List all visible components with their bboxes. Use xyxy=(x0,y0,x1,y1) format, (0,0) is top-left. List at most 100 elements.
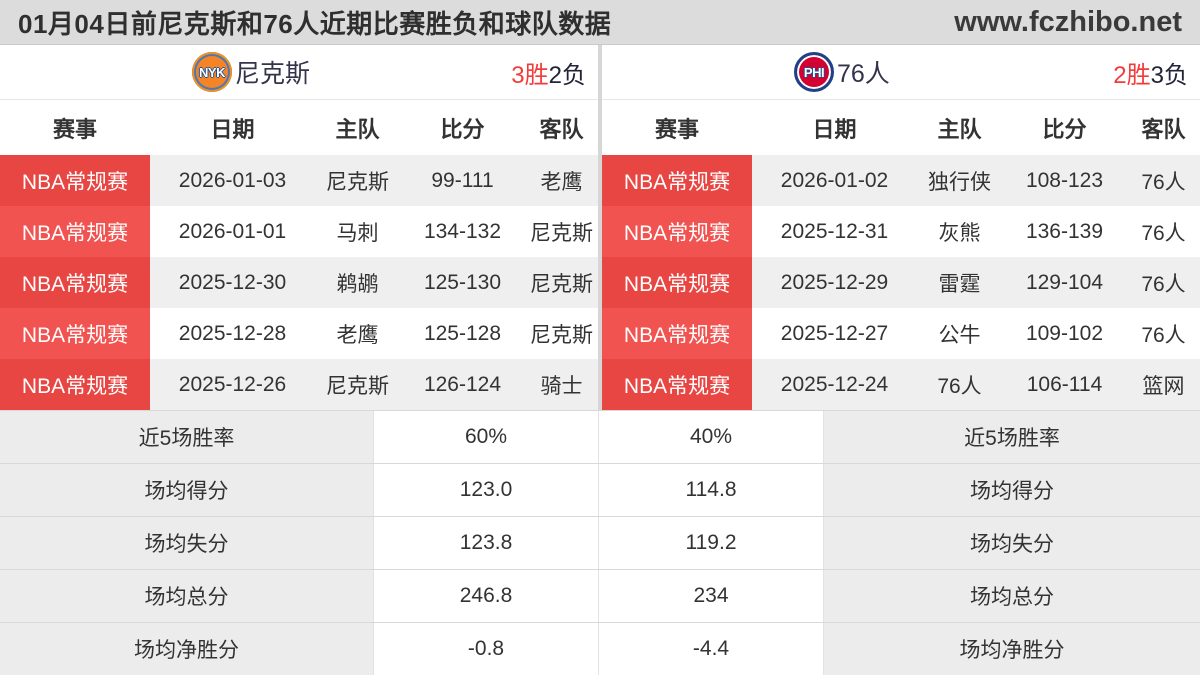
stat-label-right: 场均得分 xyxy=(824,464,1200,516)
home-team: 独行侠 xyxy=(928,170,991,194)
stat-value-76ers: 40% xyxy=(599,411,824,463)
match-date: 2025-12-24 xyxy=(780,372,889,396)
stat-value-knicks: 246.8 xyxy=(374,570,599,622)
match-date: 2025-12-26 xyxy=(178,372,287,396)
col-header-league: 赛事 xyxy=(52,116,97,142)
league-badge: NBA常规赛 xyxy=(602,155,752,206)
away-team: 尼克斯 xyxy=(530,272,593,296)
table-row: NBA常规赛 2025-12-31 灰熊 136-139 76人 xyxy=(602,206,1200,257)
table-row: NBA常规赛 2025-12-28 老鹰 125-128 尼克斯 xyxy=(0,308,598,359)
stat-label-left: 近5场胜率 xyxy=(0,411,374,463)
panel-knicks: NYK 尼克斯 3胜2负 赛事 日期 主队 比分 客队 NBA常规赛 2026-… xyxy=(0,45,598,410)
away-team: 76人 xyxy=(1141,272,1186,296)
stat-label-right: 场均总分 xyxy=(824,570,1200,622)
record-losses: 2负 xyxy=(548,61,586,89)
away-team: 老鹰 xyxy=(540,170,583,194)
page-title: 01月04日前尼克斯和76人近期比赛胜负和球队数据 xyxy=(18,8,612,39)
table-row: NBA常规赛 2026-01-03 尼克斯 99-111 老鹰 xyxy=(0,155,598,206)
table-row: NBA常规赛 2025-12-30 鹈鹕 125-130 尼克斯 xyxy=(0,257,598,308)
record-losses: 3负 xyxy=(1150,61,1188,89)
home-team: 雷霆 xyxy=(938,272,981,296)
league-badge: NBA常规赛 xyxy=(602,206,752,257)
match-date: 2026-01-01 xyxy=(178,219,287,243)
stat-value-76ers: 119.2 xyxy=(599,517,824,569)
match-date: 2025-12-27 xyxy=(780,321,889,345)
match-score: 134-132 xyxy=(423,219,502,243)
table-row: NBA常规赛 2025-12-24 76人 106-114 篮网 xyxy=(602,359,1200,410)
league-badge: NBA常规赛 xyxy=(0,308,150,359)
stat-value-knicks: 60% xyxy=(374,411,599,463)
col-header-score: 比分 xyxy=(1042,116,1087,142)
match-score: 106-114 xyxy=(1026,372,1103,396)
team-panels: NYK 尼克斯 3胜2负 赛事 日期 主队 比分 客队 NBA常规赛 2026-… xyxy=(0,45,1200,410)
team-header-76ers: PHI 76人 2胜3负 xyxy=(602,45,1200,100)
stat-label-left: 场均失分 xyxy=(0,517,374,569)
league-badge: NBA常规赛 xyxy=(602,257,752,308)
stat-value-knicks: -0.8 xyxy=(374,623,599,675)
record-wins: 2胜 xyxy=(1113,61,1151,89)
team-name: 76人 xyxy=(837,60,890,88)
league-badge: NBA常规赛 xyxy=(602,308,752,359)
stat-label-right: 场均净胜分 xyxy=(824,623,1200,675)
match-date: 2025-12-28 xyxy=(178,321,287,345)
away-team: 篮网 xyxy=(1142,374,1185,398)
col-header-home: 主队 xyxy=(937,116,982,142)
league-badge: NBA常规赛 xyxy=(0,155,150,206)
table-header: 赛事 日期 主队 比分 客队 xyxy=(602,100,1200,155)
team-record: 3胜2负 xyxy=(511,55,586,90)
table-row: NBA常规赛 2025-12-29 雷霆 129-104 76人 xyxy=(602,257,1200,308)
home-team: 尼克斯 xyxy=(326,374,389,398)
col-header-away: 客队 xyxy=(1141,116,1186,142)
team-record: 2胜3负 xyxy=(1113,55,1188,90)
stat-label-right: 近5场胜率 xyxy=(824,411,1200,463)
table-row: NBA常规赛 2025-12-27 公牛 109-102 76人 xyxy=(602,308,1200,359)
stat-row-avg-points-for: 场均得分 123.0 114.8 场均得分 xyxy=(0,463,1200,516)
stat-value-knicks: 123.0 xyxy=(374,464,599,516)
match-score: 129-104 xyxy=(1025,270,1104,294)
match-score: 109-102 xyxy=(1025,321,1104,345)
match-date: 2025-12-30 xyxy=(178,270,287,294)
title-bar: 01月04日前尼克斯和76人近期比赛胜负和球队数据 www.fczhibo.ne… xyxy=(0,0,1200,45)
away-team: 76人 xyxy=(1141,323,1186,347)
match-score: 136-139 xyxy=(1025,219,1104,243)
match-date: 2026-01-03 xyxy=(178,168,287,192)
table-row: NBA常规赛 2026-01-02 独行侠 108-123 76人 xyxy=(602,155,1200,206)
match-date: 2025-12-31 xyxy=(780,219,889,243)
match-score: 125-130 xyxy=(423,270,502,294)
team-name: 尼克斯 xyxy=(235,60,311,88)
away-team: 尼克斯 xyxy=(530,323,593,347)
league-badge: NBA常规赛 xyxy=(602,359,752,410)
home-team: 76人 xyxy=(937,374,982,398)
stat-label-left: 场均总分 xyxy=(0,570,374,622)
match-score: 126-124 xyxy=(423,372,502,396)
stat-label-left: 场均得分 xyxy=(0,464,374,516)
col-header-date: 日期 xyxy=(210,116,255,142)
stat-row-avg-points-against: 场均失分 123.8 119.2 场均失分 xyxy=(0,516,1200,569)
stat-label-right: 场均失分 xyxy=(824,517,1200,569)
col-header-score: 比分 xyxy=(440,116,485,142)
col-header-away: 客队 xyxy=(539,116,584,142)
team-header-knicks: NYK 尼克斯 3胜2负 xyxy=(0,45,598,100)
knicks-logo-icon: NYK xyxy=(192,52,232,92)
stat-row-avg-diff: 场均净胜分 -0.8 -4.4 场均净胜分 xyxy=(0,622,1200,675)
match-date: 2025-12-29 xyxy=(780,270,889,294)
away-team: 尼克斯 xyxy=(530,221,593,245)
league-badge: NBA常规赛 xyxy=(0,359,150,410)
col-header-home: 主队 xyxy=(335,116,380,142)
site-url[interactable]: www.fczhibo.net xyxy=(954,5,1182,38)
away-team: 76人 xyxy=(1141,170,1186,194)
stat-value-76ers: 234 xyxy=(599,570,824,622)
stat-value-knicks: 123.8 xyxy=(374,517,599,569)
league-badge: NBA常规赛 xyxy=(0,206,150,257)
table-row: NBA常规赛 2026-01-01 马刺 134-132 尼克斯 xyxy=(0,206,598,257)
stat-row-avg-total: 场均总分 246.8 234 场均总分 xyxy=(0,569,1200,622)
stats-comparison: 近5场胜率 60% 40% 近5场胜率 场均得分 123.0 114.8 场均得… xyxy=(0,410,1200,675)
match-date: 2026-01-02 xyxy=(780,168,889,192)
col-header-date: 日期 xyxy=(812,116,857,142)
match-score: 108-123 xyxy=(1025,168,1104,192)
stat-value-76ers: -4.4 xyxy=(599,623,824,675)
panel-76ers: PHI 76人 2胜3负 赛事 日期 主队 比分 客队 NBA常规赛 2026-… xyxy=(602,45,1200,410)
home-team: 尼克斯 xyxy=(326,170,389,194)
stat-label-left: 场均净胜分 xyxy=(0,623,374,675)
home-team: 老鹰 xyxy=(336,323,379,347)
